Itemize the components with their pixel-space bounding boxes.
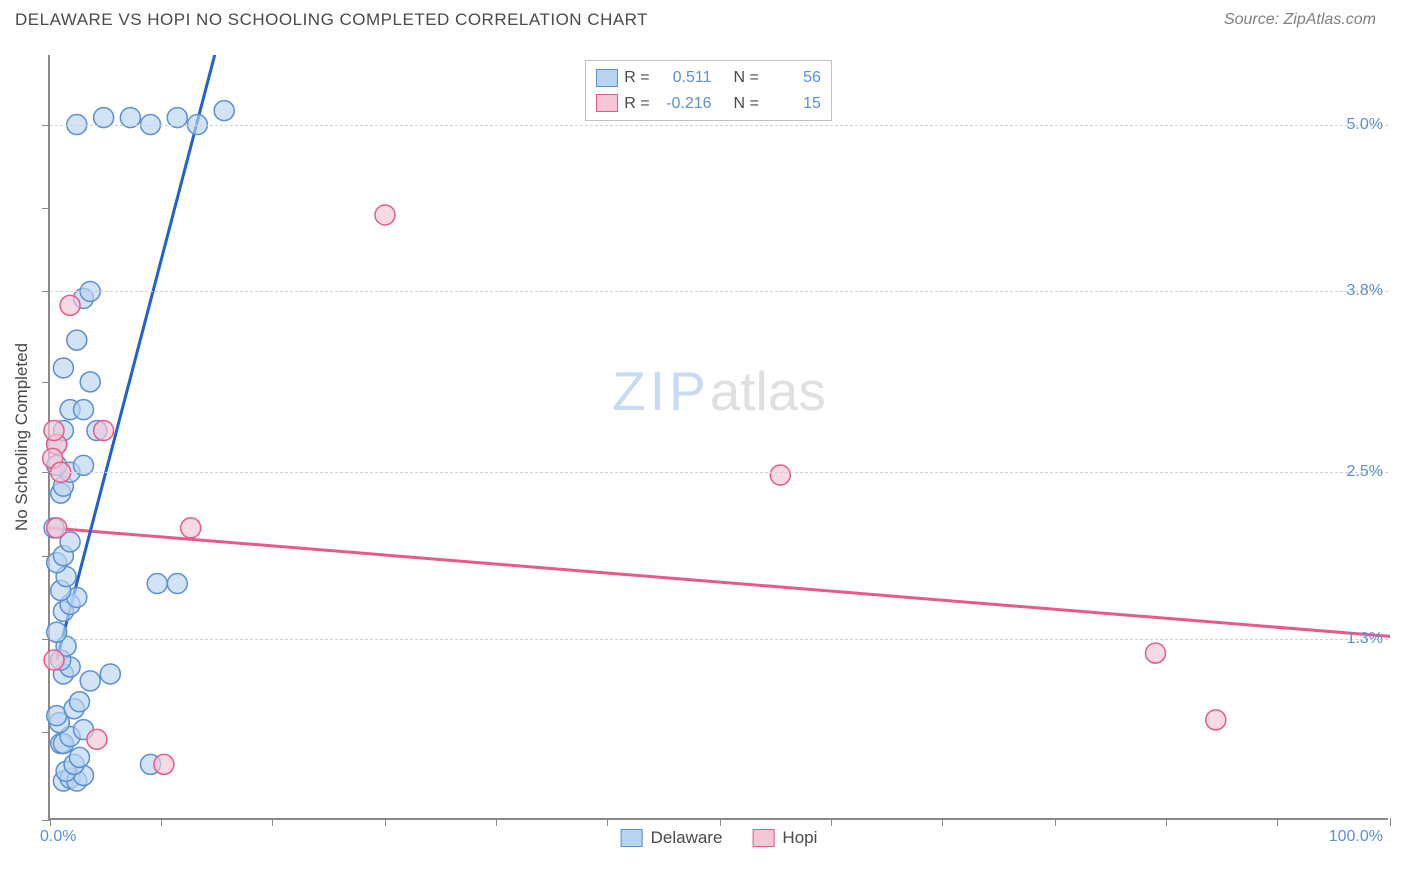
- y-tick: [42, 732, 50, 733]
- data-point: [147, 574, 167, 594]
- source-attribution: Source: ZipAtlas.com: [1224, 11, 1376, 29]
- data-point: [44, 421, 64, 441]
- data-point: [214, 101, 234, 121]
- swatch-icon: [752, 829, 774, 847]
- data-point: [67, 330, 87, 350]
- data-point: [375, 205, 395, 225]
- x-tick: [1390, 818, 1391, 826]
- y-tick-label: 2.5%: [1347, 463, 1393, 481]
- r-value: 0.511: [660, 65, 712, 91]
- y-tick: [42, 382, 50, 383]
- chart-container: ZIPatlas R = 0.511 N = 56 R = -0.216 N =…: [48, 55, 1388, 820]
- x-origin-label: 0.0%: [40, 828, 76, 846]
- chart-header: DELAWARE VS HOPI NO SCHOOLING COMPLETED …: [0, 0, 1406, 35]
- data-point: [181, 518, 201, 538]
- data-point: [60, 295, 80, 315]
- y-tick: [42, 291, 50, 292]
- data-point: [1146, 643, 1166, 663]
- x-max-label: 100.0%: [1329, 828, 1383, 846]
- y-tick: [42, 820, 50, 821]
- series-legend: Delaware Hopi: [621, 828, 818, 848]
- y-tick: [42, 472, 50, 473]
- data-point: [74, 400, 94, 420]
- plot-area: ZIPatlas R = 0.511 N = 56 R = -0.216 N =…: [48, 55, 1388, 820]
- n-label: N =: [734, 65, 759, 91]
- data-point: [53, 358, 73, 378]
- x-tick: [385, 818, 386, 826]
- swatch-icon: [596, 69, 618, 87]
- y-tick-label: 1.3%: [1347, 630, 1393, 648]
- data-point: [69, 692, 89, 712]
- gridline: [50, 472, 1388, 473]
- x-tick: [720, 818, 721, 826]
- x-tick: [50, 818, 51, 826]
- n-value: 56: [769, 65, 821, 91]
- legend-label: Hopi: [782, 828, 817, 848]
- legend-item-delaware: Delaware: [621, 828, 723, 848]
- data-point: [100, 664, 120, 684]
- data-point: [87, 729, 107, 749]
- data-point: [69, 747, 89, 767]
- swatch-icon: [596, 94, 618, 112]
- x-tick: [1166, 818, 1167, 826]
- y-tick: [42, 125, 50, 126]
- n-label: N =: [734, 91, 759, 117]
- y-tick: [42, 639, 50, 640]
- x-tick: [496, 818, 497, 826]
- swatch-icon: [621, 829, 643, 847]
- y-tick: [42, 556, 50, 557]
- gridline: [50, 125, 1388, 126]
- data-point: [80, 671, 100, 691]
- scatter-plot-svg: [50, 55, 1388, 818]
- data-point: [154, 754, 174, 774]
- regression-line: [50, 528, 1390, 636]
- data-point: [1206, 710, 1226, 730]
- x-tick: [831, 818, 832, 826]
- r-label: R =: [624, 65, 649, 91]
- y-tick: [42, 208, 50, 209]
- data-point: [167, 574, 187, 594]
- n-value: 15: [769, 91, 821, 117]
- stats-legend-row-hopi: R = -0.216 N = 15: [596, 91, 821, 117]
- x-tick: [942, 818, 943, 826]
- y-tick-label: 5.0%: [1347, 116, 1393, 134]
- regression-line: [57, 0, 251, 660]
- data-point: [44, 650, 64, 670]
- stats-legend-row-delaware: R = 0.511 N = 56: [596, 65, 821, 91]
- x-tick: [272, 818, 273, 826]
- y-tick-label: 3.8%: [1347, 282, 1393, 300]
- stats-legend: R = 0.511 N = 56 R = -0.216 N = 15: [585, 60, 832, 121]
- x-tick: [607, 818, 608, 826]
- r-value: -0.216: [660, 91, 712, 117]
- gridline: [50, 291, 1388, 292]
- y-axis-label: No Schooling Completed: [12, 342, 32, 530]
- chart-title: DELAWARE VS HOPI NO SCHOOLING COMPLETED …: [15, 10, 648, 30]
- x-tick: [1277, 818, 1278, 826]
- gridline: [50, 639, 1388, 640]
- data-point: [47, 518, 67, 538]
- x-tick: [1055, 818, 1056, 826]
- data-point: [94, 421, 114, 441]
- r-label: R =: [624, 91, 649, 117]
- legend-item-hopi: Hopi: [752, 828, 817, 848]
- data-point: [770, 465, 790, 485]
- x-tick: [161, 818, 162, 826]
- legend-label: Delaware: [651, 828, 723, 848]
- data-point: [80, 372, 100, 392]
